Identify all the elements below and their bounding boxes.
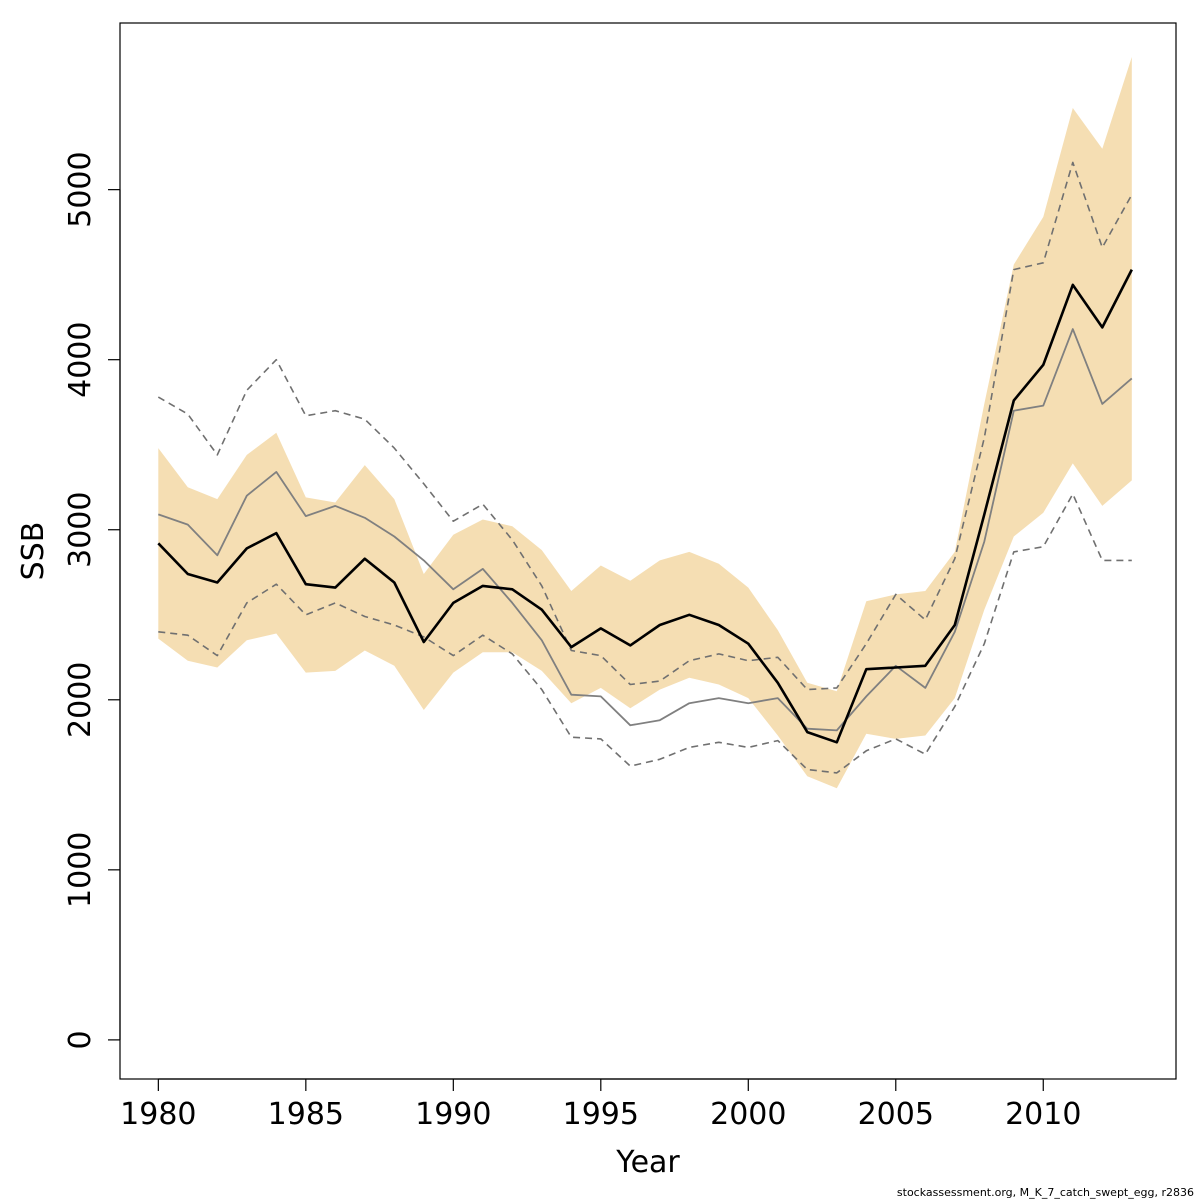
x-tick-label: 2005 [858,1097,934,1132]
y-axis-title: SSB [16,522,51,581]
y-axis: 0 1000 2000 3000 4000 5000 [63,151,121,1049]
estimate-line [157,269,1133,744]
x-axis-title: Year [615,1145,680,1180]
y-tick-label: 4000 [63,322,98,398]
y-tick-label: 3000 [63,492,98,568]
y-tick-label: 5000 [63,151,98,227]
x-tick-label: 2010 [1005,1097,1081,1132]
previous-upper-ci-line [157,161,1133,691]
previous-estimate-line [158,328,1133,732]
x-axis: 1980 1985 1990 1995 2000 2005 2010 [120,1078,1081,1132]
y-tick-label: 1000 [63,832,98,908]
x-tick-label: 1990 [415,1097,491,1132]
y-tick-label: 0 [63,1030,98,1049]
x-tick-label: 1980 [120,1097,196,1132]
previous-lower-ci-line [158,493,1132,774]
x-tick-label: 2000 [710,1097,786,1132]
y-tick-label: 2000 [63,662,98,738]
footnote: stockassessment.org, M_K_7_catch_swept_e… [897,1186,1194,1199]
x-tick-label: 1985 [268,1097,344,1132]
series-lines-layer [157,161,1133,774]
x-tick-label: 1995 [563,1097,639,1132]
